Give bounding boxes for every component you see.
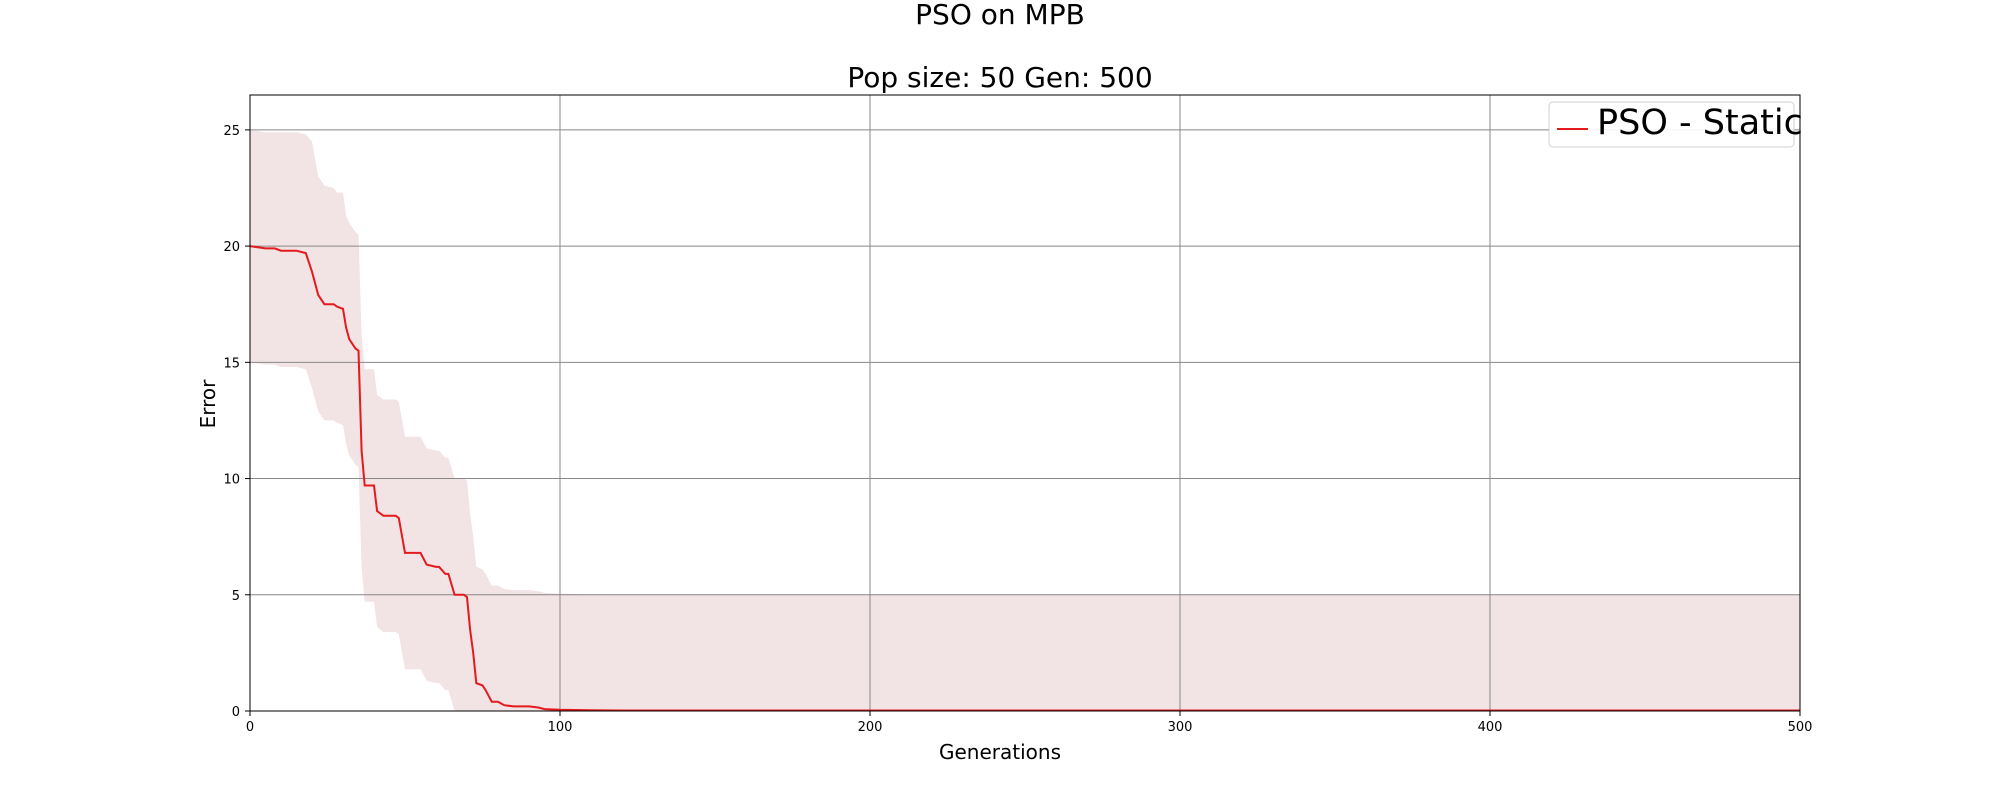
legend-label: PSO - Static [1597,103,1803,143]
x-axis-label: Generations [939,740,1061,764]
x-tick-label: 0 [246,720,254,735]
series-line-pso-static [249,245,1800,712]
x-tick-label: 200 [858,720,883,735]
legend-box [1548,101,1795,148]
y-tick-label: 20 [223,240,240,255]
y-axis-label: Error [196,379,220,429]
x-tick-label: 500 [1788,720,1813,735]
confidence-band [250,129,1800,711]
plot-area: 0 100 200 300 400 500 0 5 10 15 20 25 PSO - Static [223,94,1813,735]
y-tick-label: 5 [232,589,240,604]
x-tick-label: 300 [1168,720,1193,735]
x-tick-label: 100 [548,720,573,735]
plot-frame [249,94,1801,712]
y-tick-label: 15 [223,356,240,371]
y-tick-label: 25 [223,124,240,139]
y-tick-label: 10 [223,473,240,488]
chart-subtitle: Pop size: 50 Gen: 500 [847,61,1152,94]
y-tick-label: 0 [232,705,240,720]
chart-title: PSO on MPB [915,0,1085,31]
x-tick-label: 400 [1478,720,1503,735]
